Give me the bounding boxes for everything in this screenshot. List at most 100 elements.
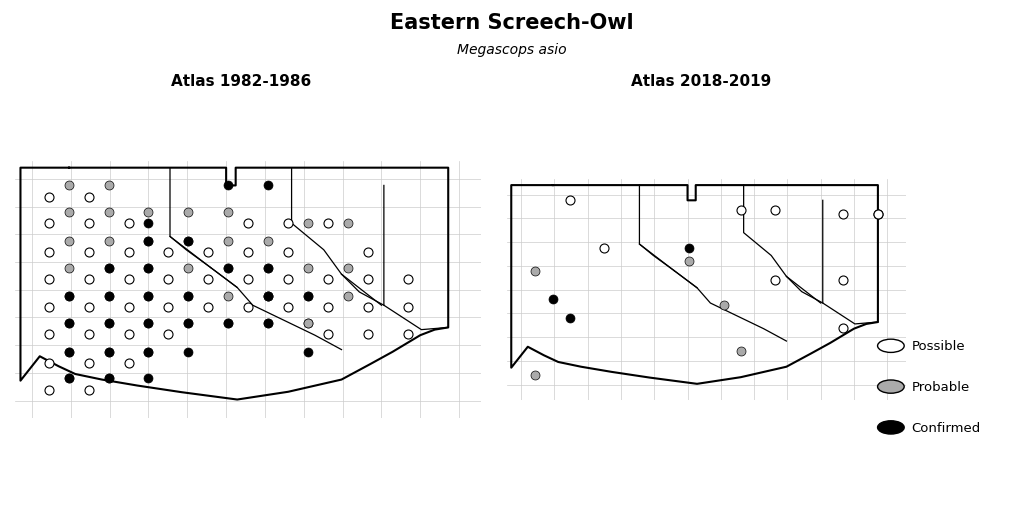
Point bbox=[180, 293, 197, 301]
Point bbox=[360, 330, 377, 338]
Point bbox=[100, 319, 117, 327]
Point bbox=[321, 304, 337, 312]
Point bbox=[81, 219, 97, 228]
Point bbox=[60, 375, 77, 383]
Point bbox=[732, 347, 749, 355]
Point bbox=[400, 275, 417, 283]
Point bbox=[100, 375, 117, 383]
Point bbox=[340, 264, 356, 272]
Point bbox=[300, 319, 316, 327]
Point bbox=[180, 348, 197, 356]
Point bbox=[161, 248, 177, 257]
Point bbox=[260, 293, 276, 301]
Point bbox=[340, 219, 356, 228]
Point bbox=[60, 348, 77, 356]
Point bbox=[220, 209, 237, 217]
Point bbox=[161, 275, 177, 283]
Point bbox=[220, 237, 237, 245]
Point bbox=[41, 386, 57, 394]
Point bbox=[60, 264, 77, 272]
Point bbox=[527, 267, 544, 275]
Point bbox=[41, 275, 57, 283]
Point bbox=[121, 219, 137, 228]
Point bbox=[60, 209, 77, 217]
Point bbox=[100, 237, 117, 245]
Point bbox=[241, 275, 257, 283]
Point bbox=[81, 386, 97, 394]
Point bbox=[281, 275, 297, 283]
Point bbox=[140, 219, 157, 228]
Point bbox=[81, 275, 97, 283]
Point bbox=[260, 237, 276, 245]
Point bbox=[60, 237, 77, 245]
Point bbox=[260, 319, 276, 327]
Point bbox=[260, 182, 276, 190]
Point bbox=[220, 319, 237, 327]
Point bbox=[60, 182, 77, 190]
Point bbox=[81, 359, 97, 367]
Point bbox=[140, 209, 157, 217]
Point bbox=[180, 209, 197, 217]
Point bbox=[340, 293, 356, 301]
Point bbox=[836, 324, 852, 332]
Point bbox=[241, 219, 257, 228]
Point bbox=[180, 264, 197, 272]
Point bbox=[81, 330, 97, 338]
Point bbox=[716, 301, 732, 309]
Point bbox=[140, 237, 157, 245]
Point bbox=[81, 248, 97, 257]
Point bbox=[180, 319, 197, 327]
Point bbox=[220, 264, 237, 272]
Point bbox=[220, 264, 237, 272]
Point bbox=[241, 248, 257, 257]
Point bbox=[100, 182, 117, 190]
Point bbox=[60, 293, 77, 301]
Point bbox=[41, 219, 57, 228]
Point bbox=[300, 293, 316, 301]
Point bbox=[140, 375, 157, 383]
Point bbox=[360, 304, 377, 312]
Text: Eastern Screech-Owl: Eastern Screech-Owl bbox=[390, 13, 634, 33]
Point bbox=[140, 319, 157, 327]
Point bbox=[300, 348, 316, 356]
Point bbox=[400, 330, 417, 338]
Point bbox=[140, 264, 157, 272]
Point bbox=[767, 206, 783, 214]
Point bbox=[220, 319, 237, 327]
Point bbox=[321, 219, 337, 228]
Point bbox=[140, 319, 157, 327]
Point bbox=[60, 319, 77, 327]
Point bbox=[360, 248, 377, 257]
Point bbox=[60, 319, 77, 327]
Point bbox=[260, 319, 276, 327]
Text: Confirmed: Confirmed bbox=[911, 421, 981, 434]
Point bbox=[121, 330, 137, 338]
Point bbox=[81, 193, 97, 201]
Point bbox=[201, 275, 217, 283]
Text: Atlas 1982-1986: Atlas 1982-1986 bbox=[171, 74, 310, 89]
Point bbox=[100, 348, 117, 356]
Point bbox=[596, 244, 612, 252]
Point bbox=[220, 182, 237, 190]
Point bbox=[140, 348, 157, 356]
Point bbox=[121, 275, 137, 283]
Point bbox=[140, 348, 157, 356]
Point bbox=[767, 276, 783, 285]
Point bbox=[869, 210, 886, 218]
Point bbox=[60, 348, 77, 356]
Point bbox=[281, 219, 297, 228]
Point bbox=[41, 248, 57, 257]
Point bbox=[41, 304, 57, 312]
Point bbox=[180, 293, 197, 301]
Point bbox=[121, 304, 137, 312]
Point bbox=[161, 304, 177, 312]
Point bbox=[41, 359, 57, 367]
Point bbox=[561, 315, 578, 323]
Point bbox=[561, 197, 578, 205]
Point bbox=[60, 375, 77, 383]
Point bbox=[281, 304, 297, 312]
Text: Atlas 2018-2019: Atlas 2018-2019 bbox=[632, 74, 771, 89]
Point bbox=[180, 237, 197, 245]
Point bbox=[836, 276, 852, 285]
Point bbox=[400, 304, 417, 312]
